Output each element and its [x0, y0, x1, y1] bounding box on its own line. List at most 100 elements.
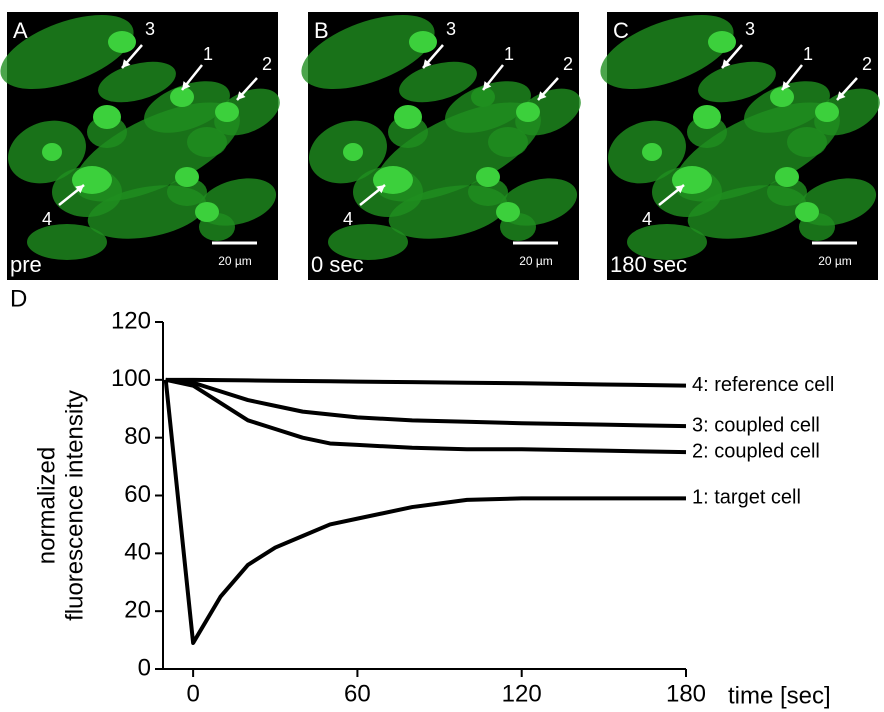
cell: [399, 61, 477, 103]
cell: [74, 102, 240, 202]
nucleus: [693, 105, 721, 129]
time-label: 180 sec: [610, 252, 687, 277]
x-tick-label: 0: [186, 680, 199, 707]
arrow-label: 2: [262, 54, 272, 74]
arrow-head: [75, 185, 84, 194]
series-line: [163, 379, 686, 645]
nucleus: [496, 202, 520, 222]
arrow-head: [675, 185, 684, 194]
nucleus: [642, 143, 662, 161]
arrow-head: [237, 91, 246, 100]
y-axis-label: normalized: [33, 447, 60, 564]
arrow-label: 1: [504, 44, 514, 64]
time-label: 0 sec: [311, 252, 364, 277]
x-tick-label: 180: [666, 680, 706, 707]
arrow-head: [376, 185, 385, 194]
series-label: 1: target cell: [692, 487, 801, 509]
nucleus: [42, 143, 62, 161]
time-label: pre: [10, 252, 42, 277]
nucleus: [795, 202, 819, 222]
cell: [98, 61, 176, 103]
arrow-label: 3: [446, 19, 456, 39]
nucleus: [471, 87, 495, 107]
nucleus: [815, 102, 839, 122]
cell: [600, 15, 734, 89]
arrow-label: 4: [343, 209, 353, 229]
scale-label: 20 µm: [519, 254, 553, 268]
panel-letter: D: [10, 285, 27, 312]
cell: [814, 88, 880, 136]
arrow-head: [423, 59, 432, 68]
cell: [375, 102, 541, 202]
arrow-label: 2: [862, 54, 872, 74]
cell: [214, 88, 280, 136]
x-tick-label: 120: [502, 680, 542, 707]
arrow-label: 1: [803, 44, 813, 64]
scale-label: 20 µm: [218, 254, 252, 268]
x-axis-label: time [sec]: [728, 682, 831, 709]
series-label: 3: coupled cell: [692, 414, 820, 436]
nucleus: [215, 102, 239, 122]
y-tick-label: 80: [124, 423, 151, 450]
nucleus: [343, 143, 363, 161]
micrograph: B 0 sec 20 µm 3 1 2 4: [301, 12, 581, 280]
nucleus: [175, 167, 199, 187]
arrow-head: [122, 59, 131, 68]
panel-letter: A: [13, 18, 28, 43]
arrow-label: 1: [203, 44, 213, 64]
arrow-head: [837, 91, 846, 100]
series-line: [165, 377, 687, 388]
nucleus: [108, 31, 136, 53]
series-line: [165, 377, 687, 455]
cell: [627, 224, 707, 260]
nucleus: [394, 105, 422, 129]
y-tick-label: 20: [124, 597, 151, 624]
nucleus: [476, 167, 500, 187]
cell: [301, 15, 435, 89]
arrow-head: [722, 59, 731, 68]
cell: [674, 102, 840, 202]
cell: [328, 224, 408, 260]
series-label: 4: reference cell: [692, 374, 834, 396]
y-tick-label: 120: [111, 307, 151, 334]
cell: [87, 185, 207, 239]
cell: [0, 15, 134, 89]
arrow-label: 3: [745, 19, 755, 39]
nucleus: [170, 87, 194, 107]
arrow-head: [483, 81, 492, 90]
arrow-label: 4: [42, 209, 52, 229]
y-tick-label: 0: [138, 654, 151, 681]
nucleus: [775, 167, 799, 187]
nucleus: [708, 31, 736, 53]
cell: [687, 185, 807, 239]
arrow-label: 3: [145, 19, 155, 39]
y-tick-label: 60: [124, 481, 151, 508]
arrow-head: [182, 81, 191, 90]
series-label: 2: coupled cell: [692, 440, 820, 462]
nucleus: [93, 105, 121, 129]
y-axis-label: fluorescence intensity: [61, 390, 88, 621]
nucleus: [770, 87, 794, 107]
scale-label: 20 µm: [818, 254, 852, 268]
arrow-label: 2: [563, 54, 573, 74]
series-line: [165, 377, 687, 429]
cell: [388, 185, 508, 239]
cell: [515, 88, 581, 136]
panel-letter: B: [314, 18, 329, 43]
arrow-head: [538, 91, 547, 100]
micrograph: C 180 sec 20 µm 3 1 2 4: [600, 12, 880, 280]
arrow-head: [782, 81, 791, 90]
panel-letter: C: [613, 18, 629, 43]
nucleus: [516, 102, 540, 122]
nucleus: [195, 202, 219, 222]
x-tick-label: 60: [344, 680, 371, 707]
nucleus: [409, 31, 437, 53]
cell: [27, 224, 107, 260]
y-tick-label: 40: [124, 539, 151, 566]
arrow-label: 4: [642, 209, 652, 229]
y-tick-label: 100: [111, 365, 151, 392]
cell: [698, 61, 776, 103]
